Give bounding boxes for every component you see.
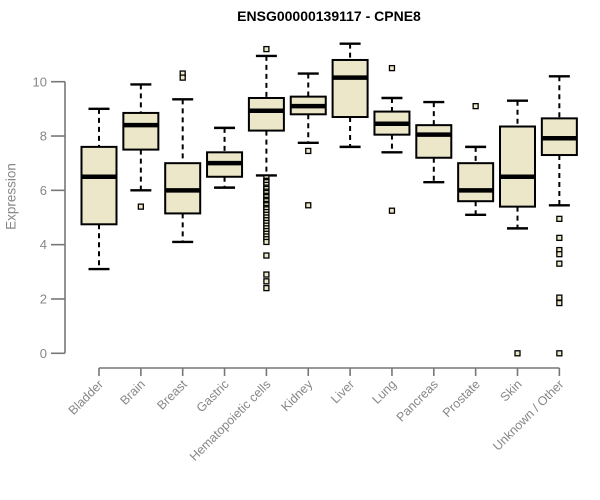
boxplot-unknown-other: [540, 75, 578, 357]
boxplot-hematopoietic-cells: [247, 45, 285, 292]
outlier-point: [263, 238, 270, 246]
x-category-label: Liver: [328, 377, 357, 406]
x-category-label: Bladder: [66, 377, 106, 417]
outlier-point: [556, 350, 563, 357]
x-category-label: Kidney: [278, 377, 315, 414]
outlier-point: [556, 294, 563, 301]
outlier-point: [137, 203, 145, 210]
outlier-point: [263, 284, 270, 292]
y-tick-label: 0: [40, 346, 47, 361]
boxplot-gastric: [206, 126, 244, 189]
iqr-box: [80, 145, 118, 226]
iqr-box: [499, 125, 536, 208]
iqr-box: [331, 58, 369, 119]
iqr-box: [247, 96, 285, 132]
outlier-point: [388, 207, 396, 214]
outlier-point: [263, 252, 270, 259]
x-category-label: Breast: [154, 377, 190, 413]
iqr-box: [122, 111, 160, 151]
outlier-point: [556, 215, 563, 223]
boxplot-prostate: [457, 102, 495, 216]
outlier-point: [263, 45, 270, 53]
outlier-point: [556, 251, 563, 258]
y-tick-label: 6: [40, 183, 47, 198]
outlier-point: [179, 74, 186, 81]
x-category-label: Lung: [370, 377, 400, 407]
boxplot-pancreas: [415, 100, 453, 184]
x-category-label: Brain: [117, 377, 148, 408]
outlier-point: [305, 147, 312, 155]
outlier-point: [472, 102, 479, 110]
boxplot-kidney: [289, 72, 327, 209]
y-tick-label: 8: [40, 129, 47, 144]
outlier-point: [263, 278, 270, 285]
iqr-box: [457, 162, 495, 203]
chart-title: ENSG00000139117 - CPNE8: [237, 8, 421, 24]
x-category-label: Skin: [498, 377, 525, 404]
y-tick-label: 2: [40, 292, 47, 307]
boxplot-brain: [122, 83, 160, 210]
boxplot-breast: [164, 70, 202, 244]
boxplot-skin: [499, 99, 536, 357]
x-category-label: Gastric: [194, 377, 232, 415]
outlier-point: [263, 271, 270, 278]
outlier-point: [556, 299, 563, 307]
boxplot-bladder: [80, 107, 118, 271]
y-tick-label: 10: [33, 74, 47, 89]
boxplot-liver: [331, 42, 369, 149]
x-category-label: Unknown / Other: [490, 377, 566, 453]
x-category-label: Hematopoietic cells: [187, 377, 274, 464]
outlier-point: [305, 202, 312, 209]
boxplot-lung: [373, 64, 411, 214]
iqr-box: [415, 124, 453, 159]
y-tick-label: 4: [40, 237, 47, 252]
outlier-point: [514, 350, 521, 357]
outlier-point: [556, 234, 563, 242]
x-category-label: Pancreas: [394, 377, 441, 424]
x-category-label: Prostate: [440, 377, 483, 420]
outlier-point: [556, 260, 563, 267]
outlier-point: [388, 64, 396, 72]
